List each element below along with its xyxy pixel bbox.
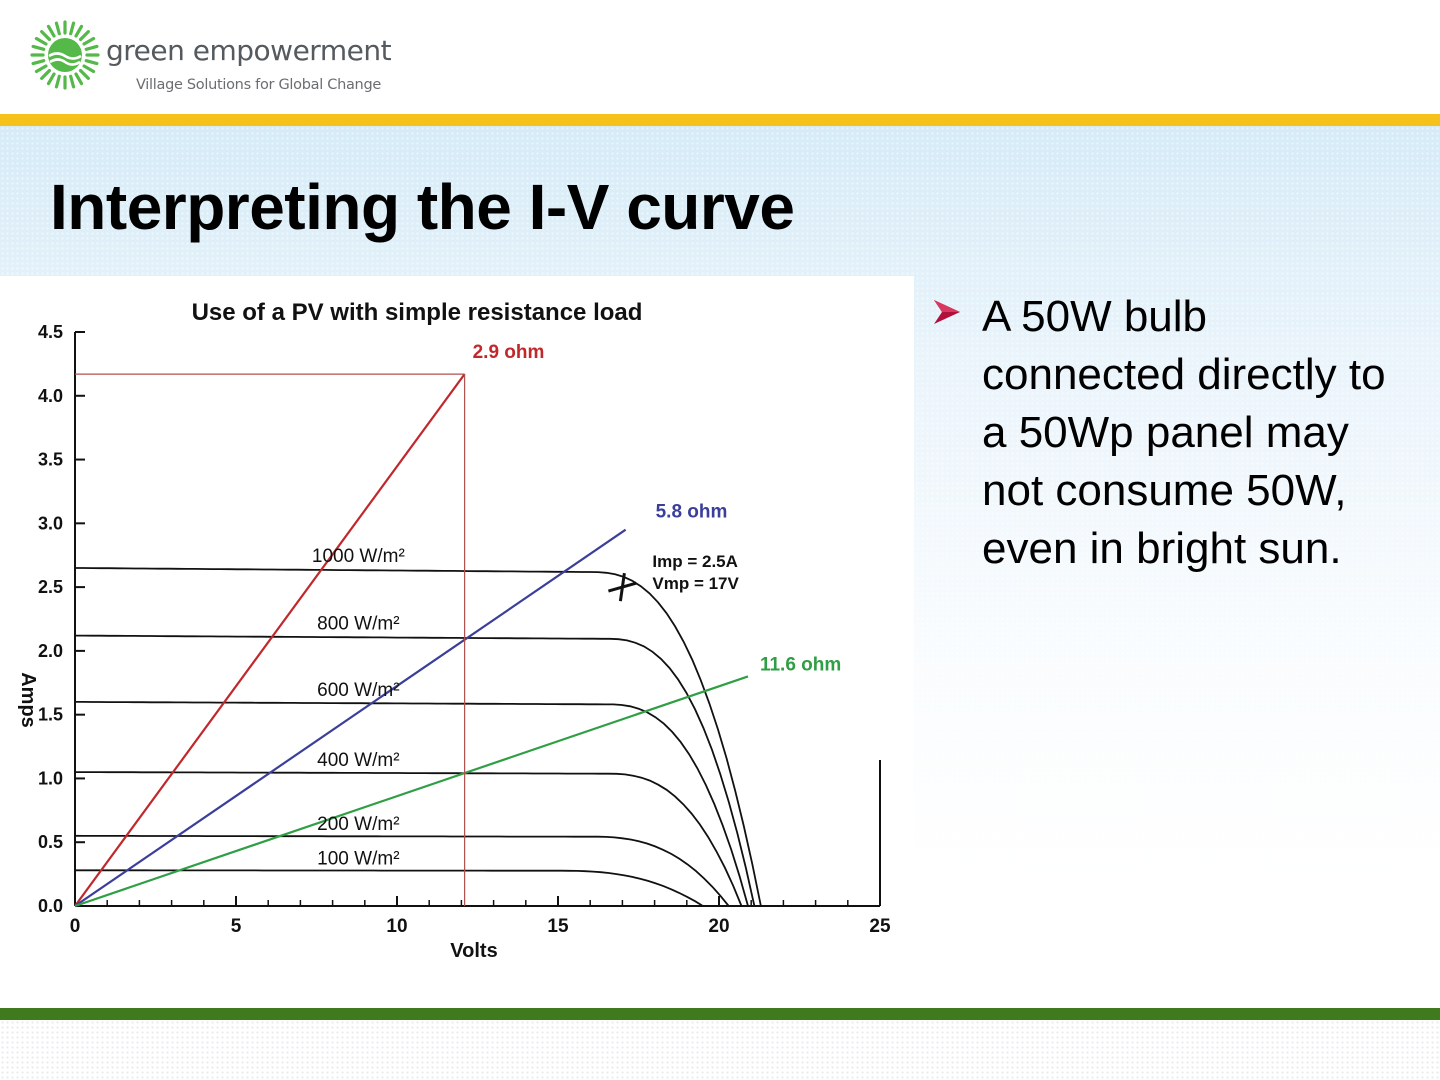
- iv-curve: [75, 700, 749, 907]
- load-line-label: 5.8 ohm: [656, 502, 728, 523]
- y-tick-label: 2.0: [38, 641, 63, 661]
- x-tick-label: 5: [231, 916, 242, 937]
- iv-chart-panel: Use of a PV with simple resistance load …: [0, 276, 914, 990]
- x-tick-label: 10: [386, 916, 407, 937]
- iv-curve: [75, 567, 762, 907]
- iv-curve-label: 800 W/m²: [317, 614, 399, 635]
- iv-curve: [75, 634, 756, 907]
- y-axis-label: Amps: [17, 672, 39, 728]
- slide-title: Interpreting the I-V curve: [50, 171, 795, 243]
- y-tick-label: 1.0: [38, 768, 63, 788]
- green-divider: [0, 1008, 1440, 1020]
- y-tick-label: 3.5: [38, 450, 63, 470]
- load-line: [74, 675, 749, 908]
- y-tick-label: 2.5: [38, 577, 63, 597]
- load-line-label: 11.6 ohm: [760, 654, 841, 675]
- slide-header: green empowerment Village Solutions for …: [0, 0, 1440, 114]
- y-tick-label: 3.0: [38, 513, 63, 533]
- x-tick-label: 25: [869, 916, 891, 937]
- iv-curve-label: 600 W/m²: [317, 680, 399, 701]
- chart-title: Use of a PV with simple resistance load: [192, 299, 643, 326]
- mpp-imp-label: Imp = 2.5A: [652, 552, 738, 571]
- iv-curve-label: 400 W/m²: [317, 750, 399, 771]
- y-tick-label: 0.5: [38, 832, 63, 852]
- arrowhead-bullet-icon: [934, 300, 960, 324]
- iv-chart: Use of a PV with simple resistance load …: [17, 299, 891, 962]
- load-line-label: 2.9 ohm: [473, 342, 545, 363]
- iv-curve-label: 1000 W/m²: [312, 546, 405, 567]
- y-tick-label: 4.0: [38, 386, 63, 406]
- iv-curve-label: 100 W/m²: [317, 848, 399, 869]
- y-tick-label: 4.5: [38, 322, 63, 342]
- load-line: [74, 373, 466, 907]
- bullet-text: A 50W bulb connected directly to a 50Wp …: [982, 292, 1386, 573]
- mpp-marker: [618, 572, 626, 602]
- x-tick-label: 15: [547, 916, 569, 937]
- y-tick-label: 1.5: [38, 705, 63, 725]
- x-tick-label: 0: [70, 916, 81, 937]
- x-tick-label: 20: [708, 916, 729, 937]
- gold-divider: [0, 114, 1440, 126]
- iv-curve: [75, 869, 704, 907]
- iv-curve-label: 200 W/m²: [317, 814, 399, 835]
- sun-wave-logo-icon: [30, 20, 100, 90]
- logo-name: green empowerment: [106, 34, 392, 67]
- logo-tagline: Village Solutions for Global Change: [136, 77, 381, 93]
- y-tick-label: 0.0: [38, 896, 63, 916]
- x-axis-label: Volts: [450, 940, 497, 962]
- iv-curve: [74, 834, 730, 907]
- iv-curve: [75, 771, 743, 907]
- load-line: [74, 528, 627, 907]
- mpp-vmp-label: Vmp = 17V: [652, 574, 739, 593]
- slide-footer: [0, 1020, 1440, 1080]
